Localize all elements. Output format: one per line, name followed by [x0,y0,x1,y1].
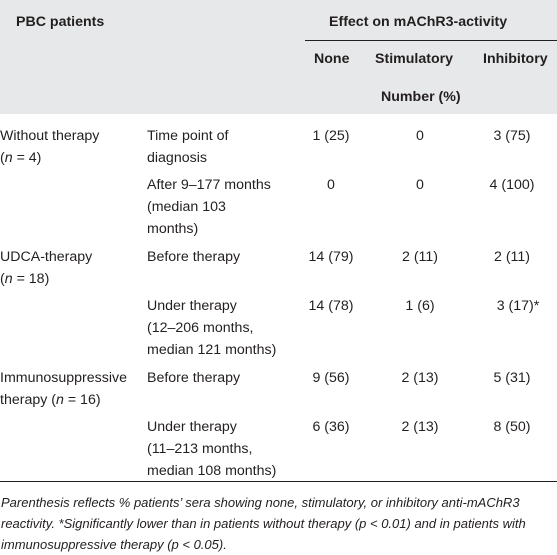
cell-stimulatory: 2 (11) [401,249,438,265]
header-effect-machr3: Effect on mAChR3-activity [329,14,508,30]
header-divider [305,40,557,41]
cell-inhibitory: 4 (100) [489,177,535,193]
cell-inhibitory: 8 (50) [493,419,531,435]
cell-none: 14 (78) [308,298,354,314]
time-point-label: (median 103 [147,199,226,215]
cell-none: 0 [327,177,335,193]
cell-none: 1 (25) [312,128,350,144]
group-n-immunosuppressive: therapy (n = 16) [0,392,101,408]
cell-none: 9 (56) [312,370,350,386]
cell-inhibitory: 2 (11) [493,249,530,265]
time-point-label: Before therapy [147,370,241,386]
table-bottom-rule [0,481,557,482]
cell-stimulatory: 2 (13) [401,370,439,386]
time-point-label: Time point of [147,128,229,144]
time-point-label: After 9–177 months [147,177,271,193]
cell-inhibitory: 5 (31) [493,370,531,386]
group-label-udca: UDCA-therapy [0,249,93,265]
cell-stimulatory: 0 [416,177,424,193]
time-point-label: (12–206 months, [147,320,254,336]
header-inhibitory: Inhibitory [483,51,548,67]
time-point-label: median 108 months) [147,463,277,479]
cell-none: 6 (36) [312,419,350,435]
table-footnote: Parenthesis reflects % patients’ sera sh… [1,495,526,552]
time-point-label: months) [147,221,199,237]
time-point-label: Under therapy [147,419,237,435]
group-label-immunosuppressive: Immunosuppressive [0,370,127,386]
group-label-without-therapy: Without therapy [0,128,100,144]
time-point-label: diagnosis [147,150,207,166]
cell-stimulatory: 0 [416,128,424,144]
group-n-udca: (n = 18) [0,271,50,287]
time-point-label: Before therapy [147,249,241,265]
time-point-label: Under therapy [147,298,237,314]
cell-inhibitory: 3 (17)* [496,298,540,314]
group-n-without-therapy: (n = 4) [0,150,42,166]
header-none: None [314,51,350,67]
header-unit: Number (%) [381,89,461,105]
cell-none: 14 (79) [308,249,354,265]
cell-stimulatory: 1 (6) [405,298,435,314]
time-point-label: median 121 months) [147,342,277,358]
cell-stimulatory: 2 (13) [401,419,439,435]
cell-inhibitory: 3 (75) [493,128,531,144]
time-point-label: (11–213 months, [147,441,253,457]
table-header-background [0,0,557,114]
header-pbc-patients: PBC patients [16,14,105,30]
header-stimulatory: Stimulatory [375,51,454,67]
